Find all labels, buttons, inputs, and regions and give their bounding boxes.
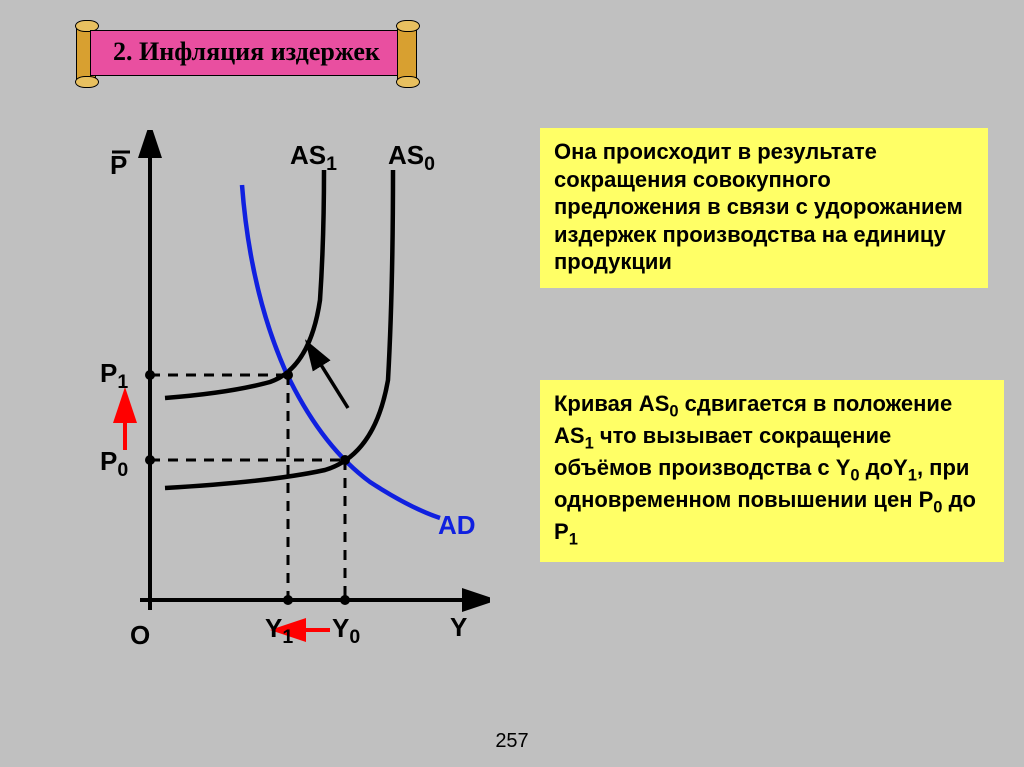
p1-label: P1 [100,358,128,394]
y1-label: Y1 [265,613,293,649]
origin-label: O [130,620,150,651]
title-banner: 2. Инфляция издержек [90,30,403,76]
page-number: 257 [0,730,1024,753]
p0-label: P0 [100,446,128,482]
y-axis-label: Y [450,612,467,643]
as0-label: AS0 [388,140,435,176]
ad-label: AD [438,510,476,541]
description-box-1: Она происходит в результате сокращения с… [540,128,988,288]
banner-label: 2. Инфляция издержек [90,30,403,76]
as1-label: AS1 [290,140,337,176]
shift-arrow-icon [318,360,348,408]
ad-curve [242,185,440,518]
p-axis-label: P [110,150,127,181]
as0-curve [165,170,393,488]
scroll-right-icon [397,25,417,83]
asad-chart: P Y O AS1 AS0 AD P1 P0 Y1 Y0 [70,130,490,660]
y0-label: Y0 [332,613,360,649]
description-box-2: Кривая AS0 сдвигается в положение AS1 чт… [540,380,1004,562]
